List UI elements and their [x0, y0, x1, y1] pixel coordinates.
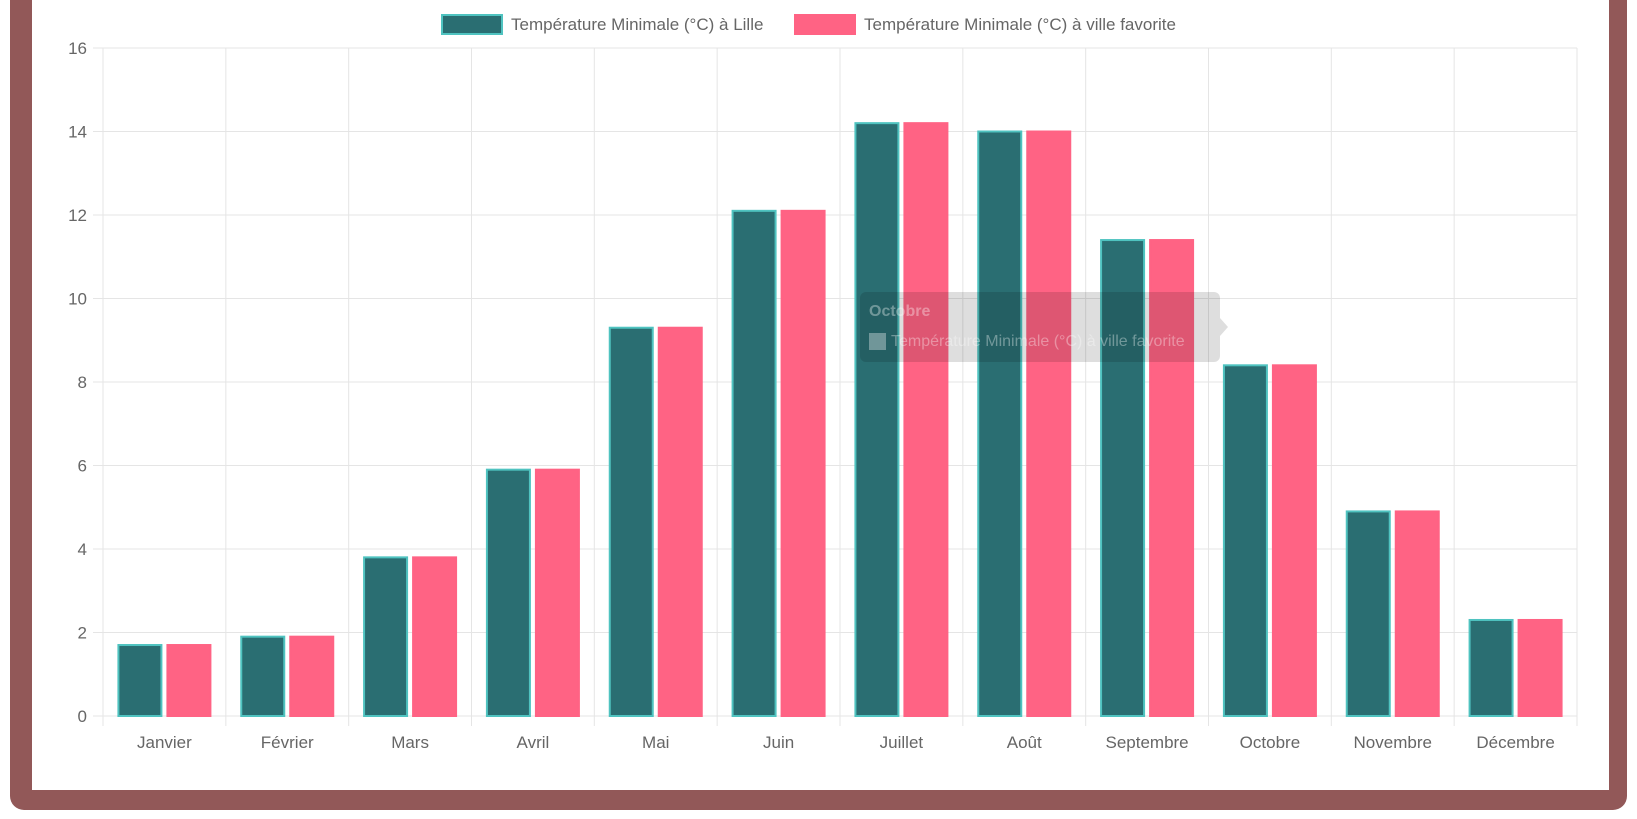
bar-series-1[interactable] [1222, 364, 1268, 717]
tooltip-title: Octobre [869, 303, 930, 320]
y-tick-label: 4 [78, 540, 87, 559]
y-tick-label: 10 [68, 290, 87, 309]
tooltip: Octobre Température Minimale (°C) à vill… [860, 292, 1228, 362]
x-tick-label: Novembre [1354, 733, 1432, 752]
y-tick-label: 0 [78, 707, 87, 726]
bar-series-2[interactable] [657, 326, 703, 717]
bar-series-1[interactable] [608, 326, 654, 717]
bars [117, 122, 1563, 718]
legend-swatch[interactable] [794, 14, 856, 35]
bar-series-1[interactable] [363, 556, 409, 717]
x-tick-label: Janvier [137, 733, 192, 752]
y-tick-label: 12 [68, 206, 87, 225]
bar-series-1[interactable] [1468, 618, 1514, 717]
y-tick-label: 14 [68, 123, 87, 142]
tooltip-caret [1220, 318, 1228, 336]
x-tick-label: Octobre [1240, 733, 1300, 752]
y-tick-label: 8 [78, 373, 87, 392]
x-tick-label: Juin [763, 733, 794, 752]
x-tick-label: Avril [517, 733, 550, 752]
bar-series-2[interactable] [1271, 364, 1317, 717]
bar-series-1[interactable] [240, 635, 286, 717]
legend[interactable]: Température Minimale (°C) à Lille Tempéra… [441, 14, 1176, 35]
y-axis-ticks: 0 2 4 6 8 10 12 14 16 [68, 39, 87, 726]
y-tick-label: 6 [78, 457, 87, 476]
bar-series-2[interactable] [1394, 510, 1440, 717]
bar-series-2[interactable] [412, 556, 458, 717]
bar-series-2[interactable] [903, 122, 949, 717]
x-tick-label: Février [261, 733, 314, 752]
bar-series-2[interactable] [289, 635, 335, 717]
bar-series-1[interactable] [117, 644, 163, 718]
x-tick-label: Juillet [880, 733, 924, 752]
x-tick-label: Mars [391, 733, 429, 752]
grid [93, 47, 1578, 726]
bar-series-2[interactable] [534, 468, 580, 717]
bar-series-1[interactable] [731, 209, 777, 717]
x-axis-ticks: Janvier Février Mars Avril Mai Juin Juillet Aoû… [137, 733, 1555, 752]
x-tick-label: Septembre [1105, 733, 1188, 752]
y-tick-label: 2 [78, 624, 87, 643]
bar-series-1[interactable] [1345, 510, 1391, 717]
legend-swatch[interactable] [441, 14, 503, 35]
bar-series-1[interactable] [977, 130, 1023, 717]
x-tick-label: Décembre [1476, 733, 1554, 752]
bar-series-2[interactable] [1517, 618, 1563, 717]
bar-series-1[interactable] [854, 122, 900, 717]
bar-series-2[interactable] [1026, 130, 1072, 717]
bar-series-1[interactable] [485, 468, 531, 717]
tooltip-box [860, 292, 1220, 362]
bar-series-2[interactable] [1149, 239, 1195, 718]
bar-series-2[interactable] [166, 644, 212, 718]
x-tick-label: Août [1007, 733, 1042, 752]
x-tick-label: Mai [642, 733, 669, 752]
y-tick-label: 16 [68, 39, 87, 58]
legend-label[interactable]: Température Minimale (°C) à ville favori… [864, 15, 1176, 34]
bar-series-2[interactable] [780, 209, 826, 717]
tooltip-swatch [869, 333, 886, 350]
bar-series-1[interactable] [1100, 239, 1146, 718]
tooltip-label: Température Minimale (°C) à ville favori… [891, 333, 1185, 350]
legend-label[interactable]: Température Minimale (°C) à Lille [511, 15, 763, 34]
